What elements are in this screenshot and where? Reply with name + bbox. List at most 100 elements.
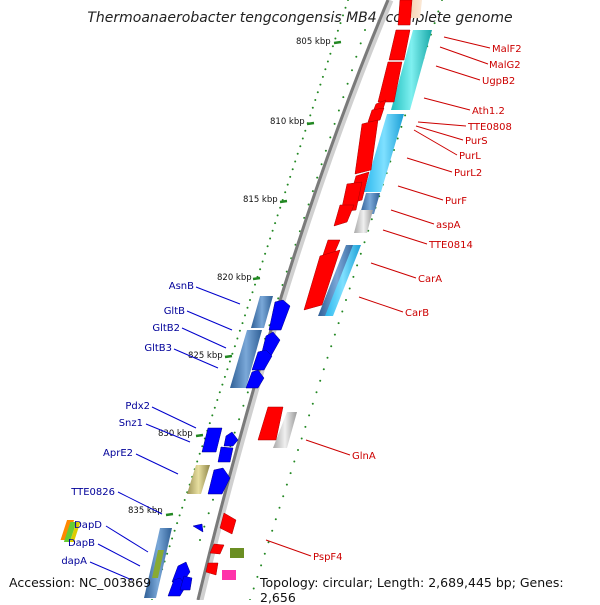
scale-dot	[238, 329, 241, 332]
scale-dot	[331, 45, 334, 48]
right-leaders	[265, 36, 491, 557]
scale-dot	[223, 375, 226, 378]
outer-dot	[329, 136, 332, 139]
scale-dot	[218, 391, 221, 394]
label-snz1: Snz1	[119, 418, 143, 429]
inner-dot	[341, 310, 344, 313]
rna-gltb	[230, 330, 262, 388]
gene-ugpb2	[377, 61, 403, 103]
scale-dot	[168, 545, 171, 548]
right-gene-arrows	[205, 0, 413, 576]
scale-dot	[196, 460, 199, 463]
inner-dot	[352, 275, 355, 278]
inner-dot	[282, 495, 285, 498]
label-purl: PurL	[459, 151, 481, 162]
outer-dot	[307, 203, 310, 206]
inner-dot	[252, 587, 255, 590]
outer-dot	[351, 69, 353, 72]
outer-dot	[199, 539, 201, 541]
outer-dot	[333, 122, 336, 125]
inner-dot	[293, 460, 296, 463]
outer-dot	[316, 176, 319, 179]
scale-dot	[183, 499, 186, 501]
left-rna-features	[144, 296, 273, 598]
scale-dot	[264, 252, 267, 255]
label-gltb2: GltB2	[152, 323, 180, 334]
scale-label-815: 815 kbp	[243, 195, 278, 205]
inner-dot	[285, 483, 288, 486]
outer-dot	[346, 82, 349, 85]
inner-dot	[396, 137, 399, 140]
inner-dot	[348, 287, 351, 290]
scale-dot	[244, 314, 246, 317]
scale-label-835: 835 kbp	[128, 506, 163, 516]
inner-dot	[322, 368, 325, 371]
outer-dot	[233, 431, 236, 434]
scale-dot	[299, 145, 302, 148]
genome-backbone	[196, 0, 394, 600]
scale-dot	[289, 175, 292, 178]
label-glna: GlnA	[352, 451, 376, 462]
label-purl2: PurL2	[454, 168, 482, 179]
label-malg2: MalG2	[489, 60, 521, 71]
scale-dot	[274, 222, 277, 225]
gene-asnb	[268, 299, 291, 331]
inner-dot	[256, 575, 259, 578]
label-pdx2: Pdx2	[125, 401, 150, 412]
label-malf2: MalF2	[492, 44, 522, 55]
outer-dot	[281, 284, 284, 286]
right-gene-labels: MalF2 MalG2 UgpB2 Ath1.2 TTE0808 PurS Pu…	[313, 44, 522, 563]
outer-dot	[207, 512, 210, 515]
rna-carb-cyan	[325, 245, 361, 316]
feature-yellow	[69, 522, 81, 542]
inner-dot	[404, 114, 407, 117]
inner-dot	[363, 241, 366, 244]
inner-dot	[330, 345, 333, 348]
feature-green	[63, 522, 77, 542]
inner-dot	[267, 541, 270, 544]
scale-dot	[241, 322, 244, 325]
scale-label-825: 825 kbp	[188, 351, 223, 361]
scale-dot	[221, 383, 224, 386]
gene-aspa	[333, 204, 355, 227]
scale-dot	[269, 237, 272, 240]
scale-ticks	[165, 40, 342, 517]
scale-dot	[173, 529, 176, 532]
scale-dot	[236, 337, 239, 340]
rna-apre2	[187, 465, 210, 494]
label-tte0808: TTE0808	[467, 122, 512, 133]
scale-track-dots	[151, 0, 349, 600]
label-gltb3: GltB3	[144, 343, 172, 354]
scale-dot	[342, 14, 344, 17]
gene-malf2	[397, 0, 413, 26]
gene-purf	[340, 181, 363, 213]
scale-dot	[171, 537, 174, 540]
scale-dot	[233, 345, 236, 348]
left-gene-arrows	[167, 299, 291, 597]
scale-label-810: 810 kbp	[270, 117, 305, 127]
inner-dot	[304, 425, 307, 428]
scale-dot	[324, 68, 327, 71]
label-gltb: GltB	[164, 306, 185, 317]
rna-malg2-ugpb2	[391, 30, 432, 110]
scale-dot	[284, 191, 287, 194]
gene-snz1	[223, 431, 239, 447]
outer-dot	[212, 498, 214, 501]
scale-labels: 805 kbp 810 kbp 815 kbp 820 kbp 825 kbp …	[128, 37, 331, 516]
scale-dot	[304, 129, 307, 132]
scale-label-820: 820 kbp	[217, 273, 252, 283]
outer-dot	[324, 149, 327, 152]
label-cara: CarA	[418, 274, 442, 285]
outer-dot	[277, 297, 280, 300]
scale-dot	[294, 160, 297, 163]
gene-malg2	[388, 29, 411, 61]
inner-dot	[433, 22, 436, 25]
outer-dot	[364, 29, 366, 31]
scale-dot	[254, 283, 256, 286]
rna-purl	[364, 114, 404, 192]
label-pspf4: PspF4	[313, 552, 343, 563]
scale-dot	[259, 268, 262, 271]
right-rna-features	[273, 0, 432, 448]
inner-dot	[311, 402, 314, 405]
